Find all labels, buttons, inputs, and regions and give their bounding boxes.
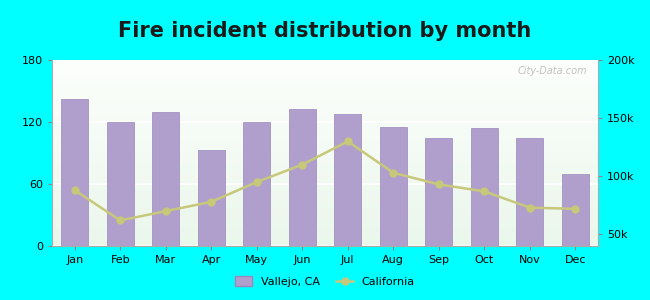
Bar bbox=[562, 174, 589, 246]
Bar bbox=[425, 137, 452, 246]
Bar bbox=[334, 114, 361, 246]
Bar bbox=[198, 150, 225, 246]
Bar bbox=[289, 109, 316, 246]
Text: Fire incident distribution by month: Fire incident distribution by month bbox=[118, 21, 532, 41]
Bar bbox=[380, 127, 407, 246]
Bar bbox=[516, 137, 543, 246]
Bar bbox=[243, 122, 270, 246]
Legend: Vallejo, CA, California: Vallejo, CA, California bbox=[231, 272, 419, 291]
Bar bbox=[152, 112, 179, 246]
Bar bbox=[107, 122, 134, 246]
Bar bbox=[61, 99, 88, 246]
Bar bbox=[471, 128, 498, 246]
Text: City-Data.com: City-Data.com bbox=[517, 66, 587, 76]
